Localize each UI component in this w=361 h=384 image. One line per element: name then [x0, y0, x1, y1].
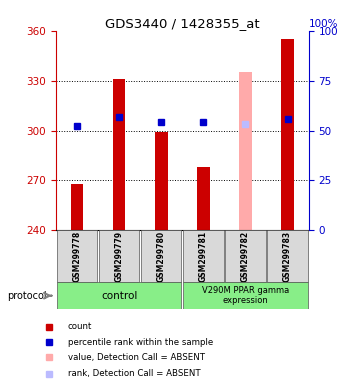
Text: GSM299778: GSM299778: [73, 231, 82, 282]
Bar: [183, 282, 308, 309]
Bar: [57, 282, 182, 309]
Text: count: count: [68, 322, 92, 331]
Text: GSM299783: GSM299783: [283, 231, 292, 282]
Title: GDS3440 / 1428355_at: GDS3440 / 1428355_at: [105, 17, 260, 30]
Bar: [113, 79, 125, 230]
Text: percentile rank within the sample: percentile rank within the sample: [68, 338, 213, 347]
Text: rank, Detection Call = ABSENT: rank, Detection Call = ABSENT: [68, 369, 200, 378]
Bar: [225, 230, 266, 282]
Bar: [155, 132, 168, 230]
Bar: [281, 39, 294, 230]
Bar: [239, 72, 252, 230]
Text: GSM299779: GSM299779: [115, 231, 123, 282]
Bar: [268, 230, 308, 282]
Bar: [141, 230, 182, 282]
Bar: [99, 230, 139, 282]
Text: protocol: protocol: [7, 291, 47, 301]
Bar: [57, 230, 97, 282]
Bar: [71, 184, 83, 230]
Text: control: control: [101, 291, 137, 301]
Text: V290M PPAR gamma
expression: V290M PPAR gamma expression: [202, 286, 289, 305]
Text: 100%: 100%: [309, 19, 338, 29]
Bar: [183, 230, 223, 282]
Bar: [197, 167, 210, 230]
Text: GSM299780: GSM299780: [157, 231, 166, 282]
Text: GSM299782: GSM299782: [241, 231, 250, 282]
Text: value, Detection Call = ABSENT: value, Detection Call = ABSENT: [68, 353, 205, 362]
Text: GSM299781: GSM299781: [199, 231, 208, 282]
